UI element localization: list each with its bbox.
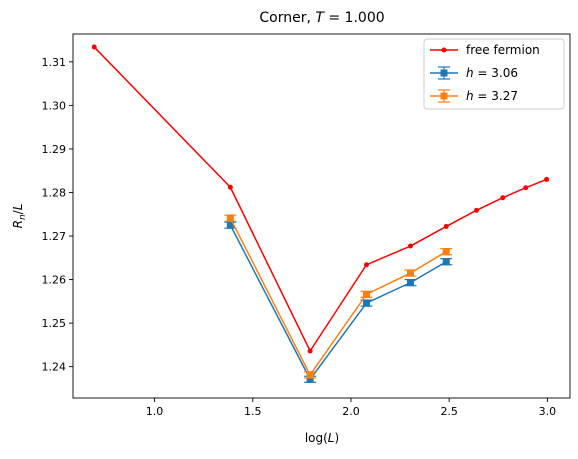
y-axis-label: Rn/L bbox=[11, 204, 28, 229]
x-tick-label-3: 2.5 bbox=[440, 405, 458, 418]
series-free-fermion bbox=[91, 44, 550, 354]
point-h-3-06-3 bbox=[406, 279, 414, 287]
y-tick-label-2: 1.26 bbox=[42, 274, 67, 287]
y-axis-ticks: 1.24 1.25 1.26 1.27 1.28 1.29 1.30 1.31 bbox=[42, 56, 73, 374]
y-tick-label-4: 1.28 bbox=[42, 186, 67, 199]
point-free-fermion-1 bbox=[227, 184, 233, 190]
point-free-fermion-5 bbox=[443, 223, 449, 229]
point-free-fermion-7 bbox=[500, 195, 506, 201]
y-tick-label-5: 1.29 bbox=[42, 143, 67, 156]
x-tick-label-4: 3.0 bbox=[539, 405, 557, 418]
point-free-fermion-6 bbox=[473, 207, 479, 213]
series-line-free-fermion bbox=[93, 46, 547, 352]
point-h-3-27-3 bbox=[406, 269, 414, 277]
point-h-3-06-0 bbox=[226, 221, 234, 229]
point-free-fermion-8 bbox=[523, 185, 529, 191]
point-h-3-06-2 bbox=[362, 299, 370, 307]
x-axis-label: log(L) bbox=[305, 431, 339, 445]
y-tick-label-7: 1.31 bbox=[42, 56, 67, 69]
y-tick-label-3: 1.27 bbox=[42, 230, 67, 243]
point-free-fermion-9 bbox=[544, 176, 550, 182]
point-free-fermion-4 bbox=[407, 243, 413, 249]
point-free-fermion-0 bbox=[91, 44, 97, 50]
x-tick-label-1: 1.5 bbox=[244, 405, 262, 418]
series-h-3-27 bbox=[224, 214, 453, 379]
point-h-3-06-4 bbox=[442, 258, 450, 266]
y-tick-label-1: 1.25 bbox=[42, 317, 67, 330]
legend-entry-free-fermion: free fermion bbox=[430, 43, 540, 57]
x-axis-ticks: 1.0 1.5 2.0 2.5 3.0 bbox=[146, 398, 556, 418]
legend-entry-h-306: h = 3.06 bbox=[430, 66, 518, 80]
legend-label-h-327: h = 3.27 bbox=[466, 89, 518, 103]
point-h-3-27-0 bbox=[226, 214, 234, 222]
y-tick-label-0: 1.24 bbox=[42, 361, 67, 374]
point-free-fermion-2 bbox=[307, 348, 313, 354]
point-free-fermion-3 bbox=[363, 262, 369, 268]
point-h-3-27-1 bbox=[306, 371, 314, 379]
legend-marker-h-306 bbox=[440, 69, 448, 77]
legend-label-h-306: h = 3.06 bbox=[466, 66, 518, 80]
axes-frame bbox=[72, 33, 571, 399]
plot-area: 1.0 1.5 2.0 2.5 3.0 1.24 1.25 1.26 1.27 1.28 1.29… bbox=[42, 33, 571, 418]
series-h-3-06 bbox=[224, 221, 453, 383]
x-tick-label-0: 1.0 bbox=[146, 405, 164, 418]
legend: free fermion h = 3.06 h = 3.27 bbox=[423, 38, 565, 110]
legend-marker-h-327 bbox=[440, 92, 448, 100]
x-tick-label-2: 2.0 bbox=[342, 405, 360, 418]
legend-entry-h-327: h = 3.27 bbox=[430, 89, 518, 103]
point-h-3-06-1 bbox=[306, 375, 314, 383]
chart-title: Corner, T = 1.000 bbox=[259, 10, 384, 26]
point-h-3-27-4 bbox=[442, 248, 450, 256]
y-tick-label-6: 1.30 bbox=[42, 99, 67, 112]
legend-frame bbox=[423, 38, 565, 110]
series-layer bbox=[91, 44, 550, 383]
legend-marker-free-fermion bbox=[441, 47, 447, 53]
legend-label-free-fermion: free fermion bbox=[466, 43, 540, 57]
point-h-3-27-2 bbox=[362, 290, 370, 298]
